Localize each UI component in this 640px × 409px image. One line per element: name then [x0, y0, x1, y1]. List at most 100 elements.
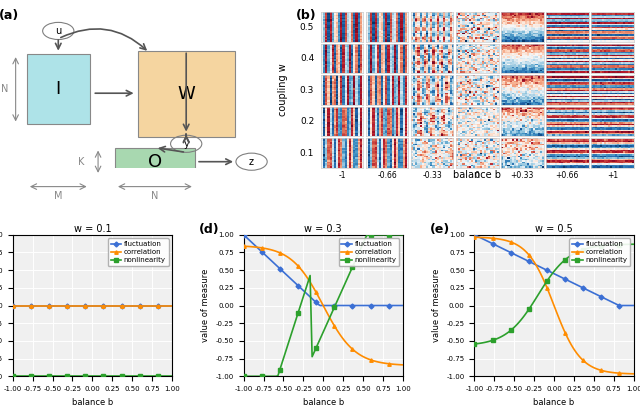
- fluctuation: [399, 303, 406, 308]
- correlation: [630, 371, 637, 376]
- FancyBboxPatch shape: [138, 51, 234, 137]
- nonlinearity: [150, 374, 157, 379]
- nonlinearity: [573, 249, 581, 254]
- correlation: [104, 303, 111, 308]
- nonlinearity: [112, 374, 120, 379]
- Line: correlation: correlation: [11, 304, 173, 307]
- Text: N: N: [1, 84, 8, 94]
- Text: W: W: [177, 85, 195, 103]
- Text: balance b: balance b: [453, 171, 501, 180]
- correlation: [9, 303, 17, 308]
- fluctuation: [612, 301, 620, 306]
- correlation: [565, 338, 573, 343]
- fluctuation: [630, 303, 637, 308]
- Line: correlation: correlation: [242, 245, 404, 366]
- correlation: [579, 358, 587, 363]
- Text: (b): (b): [296, 9, 317, 22]
- Text: u: u: [55, 26, 61, 36]
- correlation: [106, 303, 113, 308]
- correlation: [150, 303, 157, 308]
- fluctuation: [573, 283, 581, 288]
- Line: fluctuation: fluctuation: [242, 233, 404, 307]
- Y-axis label: 0.4: 0.4: [300, 54, 314, 63]
- correlation: [112, 303, 120, 308]
- Title: w = 0.1: w = 0.1: [74, 224, 111, 234]
- X-axis label: -0.66: -0.66: [378, 171, 397, 180]
- fluctuation: [344, 303, 352, 308]
- nonlinearity: [79, 374, 87, 379]
- nonlinearity: [383, 232, 390, 237]
- fluctuation: [310, 298, 318, 303]
- Title: w = 0.3: w = 0.3: [305, 224, 342, 234]
- Text: K: K: [78, 157, 84, 167]
- nonlinearity: [118, 374, 125, 379]
- correlation: [470, 235, 478, 240]
- correlation: [79, 303, 87, 308]
- nonlinearity: [106, 374, 113, 379]
- correlation: [573, 351, 581, 356]
- correlation: [240, 244, 248, 249]
- Legend: fluctuation, correlation, nonlinearity: fluctuation, correlation, nonlinearity: [108, 238, 168, 266]
- fluctuation: [9, 303, 17, 308]
- nonlinearity: [335, 296, 342, 301]
- fluctuation: [383, 303, 390, 308]
- correlation: [567, 342, 575, 347]
- Text: O: O: [148, 153, 162, 171]
- Line: correlation: correlation: [473, 236, 636, 375]
- Y-axis label: value of measure: value of measure: [432, 269, 441, 342]
- fluctuation: [567, 280, 575, 285]
- X-axis label: 0: 0: [475, 171, 480, 180]
- FancyBboxPatch shape: [27, 54, 90, 124]
- Y-axis label: 0.3: 0.3: [300, 85, 314, 94]
- fluctuation: [112, 303, 120, 308]
- Line: nonlinearity: nonlinearity: [242, 233, 404, 378]
- X-axis label: +0.66: +0.66: [556, 171, 579, 180]
- X-axis label: +1: +1: [607, 171, 618, 180]
- correlation: [541, 281, 548, 285]
- nonlinearity: [567, 253, 575, 258]
- fluctuation: [79, 303, 87, 308]
- Text: (d): (d): [199, 223, 220, 236]
- Text: (a): (a): [0, 9, 19, 22]
- correlation: [168, 303, 176, 308]
- nonlinearity: [104, 374, 111, 379]
- Y-axis label: 0.1: 0.1: [300, 148, 314, 157]
- fluctuation: [351, 303, 358, 308]
- correlation: [118, 303, 125, 308]
- X-axis label: balance b: balance b: [72, 398, 113, 407]
- nonlinearity: [240, 374, 248, 379]
- nonlinearity: [565, 254, 573, 259]
- FancyBboxPatch shape: [115, 148, 195, 176]
- fluctuation: [240, 232, 248, 237]
- Y-axis label: 0.2: 0.2: [300, 117, 314, 126]
- Text: coupling w: coupling w: [278, 64, 289, 117]
- Text: (e): (e): [430, 223, 450, 236]
- fluctuation: [616, 303, 623, 308]
- fluctuation: [316, 303, 324, 308]
- nonlinearity: [365, 232, 372, 237]
- fluctuation: [339, 303, 346, 308]
- correlation: [399, 362, 406, 367]
- Legend: fluctuation, correlation, nonlinearity: fluctuation, correlation, nonlinearity: [339, 238, 399, 266]
- correlation: [349, 347, 356, 352]
- fluctuation: [337, 303, 344, 308]
- fluctuation: [470, 232, 478, 237]
- Line: fluctuation: fluctuation: [473, 233, 636, 307]
- Text: y: y: [183, 139, 189, 149]
- nonlinearity: [612, 242, 620, 247]
- X-axis label: -0.33: -0.33: [422, 171, 442, 180]
- X-axis label: balance b: balance b: [533, 398, 575, 407]
- nonlinearity: [541, 282, 548, 287]
- nonlinearity: [9, 374, 17, 379]
- Line: nonlinearity: nonlinearity: [11, 375, 173, 378]
- correlation: [381, 361, 388, 366]
- correlation: [342, 340, 350, 345]
- fluctuation: [541, 267, 548, 272]
- fluctuation: [118, 303, 125, 308]
- Line: nonlinearity: nonlinearity: [473, 243, 636, 346]
- fluctuation: [565, 279, 573, 283]
- nonlinearity: [399, 232, 406, 237]
- correlation: [335, 330, 342, 335]
- Text: N: N: [151, 191, 159, 201]
- Legend: fluctuation, correlation, nonlinearity: fluctuation, correlation, nonlinearity: [570, 238, 630, 266]
